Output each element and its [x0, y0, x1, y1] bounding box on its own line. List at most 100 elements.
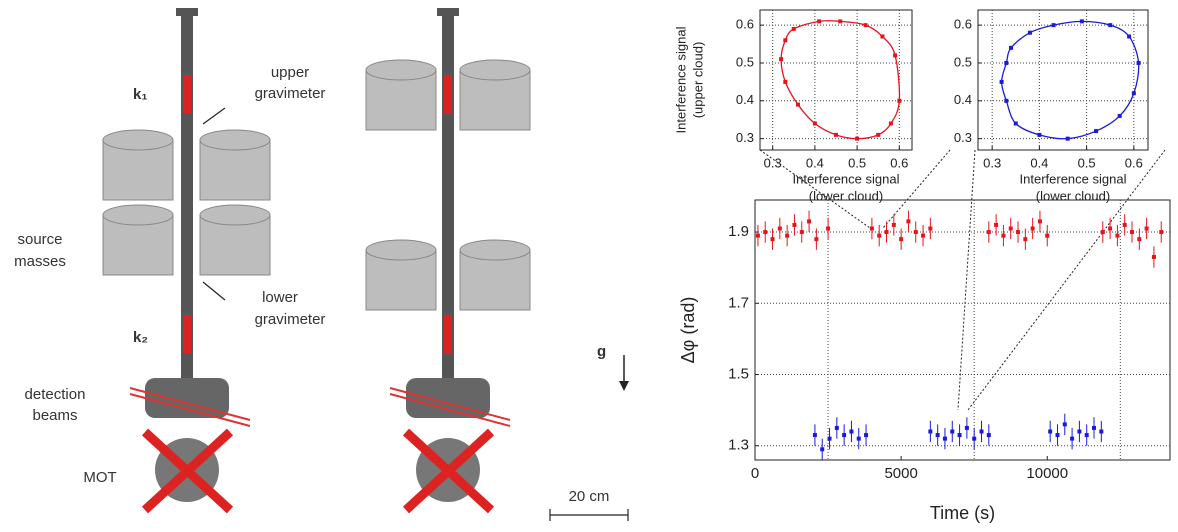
fit-curve [1000, 20, 1140, 140]
point [891, 222, 896, 227]
point [1051, 23, 1056, 28]
y-tick-label: 0.6 [736, 17, 754, 32]
point [1130, 230, 1135, 235]
point [972, 436, 977, 441]
point [1099, 429, 1104, 434]
y-axis-label: Δφ (rad) [678, 297, 698, 364]
point [807, 219, 812, 224]
point [1092, 425, 1097, 430]
point [791, 26, 796, 31]
point [812, 121, 817, 126]
point [884, 230, 889, 235]
upper-label: upper [271, 64, 309, 81]
source-label: source [17, 231, 62, 248]
point [921, 233, 926, 238]
point [1070, 436, 1075, 441]
y-axis-label: (upper cloud) [690, 42, 705, 119]
point [913, 230, 918, 235]
k1-label: k₁ [133, 86, 148, 103]
point [880, 34, 885, 39]
y-tick-label: 1.5 [728, 365, 749, 382]
point [1009, 45, 1014, 50]
point [792, 222, 797, 227]
point [864, 433, 869, 438]
point [763, 230, 768, 235]
point [834, 132, 838, 137]
x-axis-label: (lower cloud) [809, 188, 883, 203]
y-tick-label: 0.6 [954, 17, 972, 32]
point [783, 79, 788, 84]
point [783, 38, 788, 43]
x-axis-label: Time (s) [930, 503, 995, 523]
lower-label: gravimeter [255, 311, 326, 328]
point [986, 433, 991, 438]
point [1077, 429, 1082, 434]
x-tick-label: 0.3 [764, 155, 782, 170]
point [942, 436, 947, 441]
point [785, 233, 790, 238]
point [1004, 98, 1009, 103]
source-label: masses [14, 253, 66, 270]
point [1055, 433, 1060, 438]
point [1131, 91, 1136, 96]
point [1037, 132, 1042, 137]
point [897, 98, 902, 103]
point [950, 429, 955, 434]
y-tick-label: 1.9 [728, 223, 749, 240]
plot-frame [759, 9, 913, 151]
detection-label: detection [25, 386, 86, 403]
point [799, 230, 804, 235]
y-tick-label: 1.3 [728, 437, 749, 454]
point [826, 226, 831, 231]
y-tick-label: 0.5 [954, 54, 972, 69]
point [770, 237, 775, 242]
g-label: g [597, 343, 606, 360]
point [1023, 237, 1028, 242]
point [1048, 429, 1053, 434]
y-tick-label: 0.3 [736, 130, 754, 145]
detection-label: beams [32, 407, 77, 424]
point [755, 233, 760, 238]
point [964, 425, 969, 430]
point [928, 226, 933, 231]
x-tick-label: 0.3 [983, 155, 1001, 170]
x-tick-label: 0.5 [1078, 155, 1096, 170]
point [1027, 30, 1032, 35]
x-tick-label: 0.5 [848, 155, 866, 170]
plot-frame [754, 199, 1171, 461]
x-tick-label: 5000 [884, 465, 917, 482]
x-axis-label: Interference signal [1020, 171, 1127, 186]
y-axis-label: Interference signal [673, 26, 688, 133]
point [1004, 60, 1009, 65]
point [1127, 34, 1132, 39]
point [779, 57, 784, 62]
point [1136, 60, 1141, 65]
point [888, 121, 893, 126]
point [906, 219, 911, 224]
point [1115, 233, 1120, 238]
point [1144, 226, 1149, 231]
point [869, 226, 874, 231]
point [999, 79, 1004, 84]
point [1045, 233, 1050, 238]
point [876, 132, 881, 137]
point [1013, 121, 1018, 126]
point [834, 425, 839, 430]
point [1001, 233, 1006, 238]
apparatus [102, 8, 629, 521]
point [812, 433, 817, 438]
point [1137, 237, 1142, 242]
point [1151, 254, 1156, 259]
point [877, 233, 882, 238]
y-tick-label: 0.3 [954, 130, 972, 145]
point [957, 433, 962, 438]
y-tick-label: 1.7 [728, 294, 749, 311]
point [1117, 113, 1122, 118]
point [856, 436, 861, 441]
x-tick-label: 10000 [1026, 465, 1068, 482]
point [1108, 23, 1113, 28]
point [935, 433, 940, 438]
point [827, 436, 832, 441]
point [863, 23, 868, 28]
